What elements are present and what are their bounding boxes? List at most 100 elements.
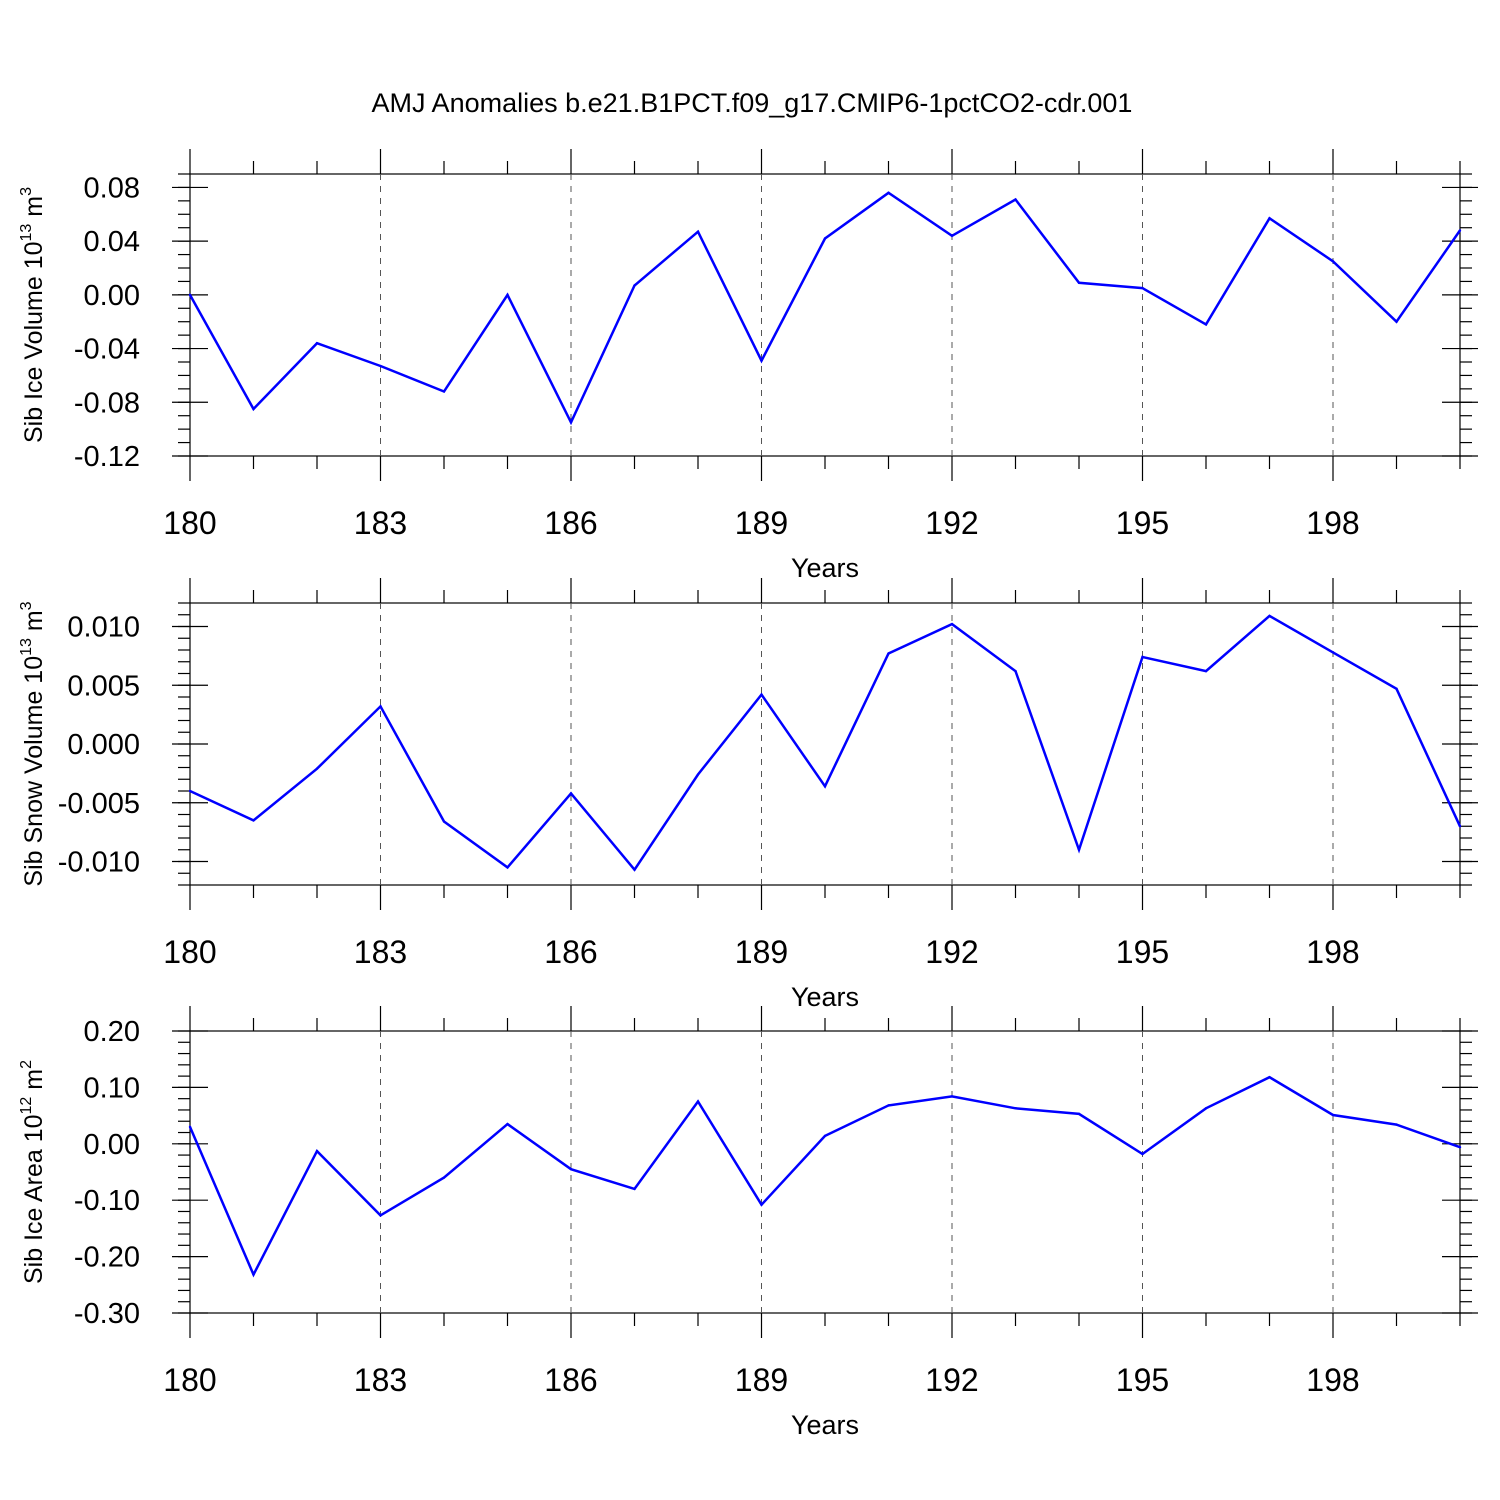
x-tick-label: 183 xyxy=(354,505,407,541)
x-tick-label: 180 xyxy=(163,505,216,541)
data-point xyxy=(887,652,890,655)
data-point xyxy=(823,785,827,788)
data-point xyxy=(252,1273,255,1276)
data-point xyxy=(887,1104,890,1107)
x-axis-label: Years xyxy=(791,982,859,1012)
x-tick-label: 186 xyxy=(544,505,597,541)
chart-title: AMJ Anomalies b.e21.B1PCT.f09_g17.CMIP6-… xyxy=(372,88,1133,118)
data-point xyxy=(379,705,382,708)
y-axis-label-text: m xyxy=(20,1069,48,1097)
x-tick-label: 192 xyxy=(925,1362,978,1398)
plot-frame xyxy=(189,1030,1461,1314)
data-point xyxy=(1141,1152,1144,1156)
data-point xyxy=(696,1100,700,1103)
data-point xyxy=(1458,1145,1462,1149)
data-point xyxy=(1268,1076,1271,1079)
data-point xyxy=(950,622,954,626)
x-tick-label: 183 xyxy=(354,1362,407,1398)
data-point xyxy=(315,767,319,770)
data-point xyxy=(1141,655,1144,659)
data-point xyxy=(379,1214,382,1217)
data-point xyxy=(633,868,636,871)
y-tick-label: 0.00 xyxy=(84,1129,140,1161)
x-tick-label: 198 xyxy=(1306,505,1359,541)
data-point xyxy=(1014,669,1017,673)
data-point xyxy=(442,390,446,393)
data-point xyxy=(1331,1113,1335,1117)
x-tick-label: 186 xyxy=(544,934,597,970)
data-point xyxy=(1204,1107,1208,1110)
y-tick-label: 0.08 xyxy=(84,172,140,204)
y-axis-label-text: Sib Snow Volume 10 xyxy=(20,656,48,887)
data-point xyxy=(506,293,509,297)
y-axis-label: Sib Ice Area 1012 m2 xyxy=(18,1060,48,1284)
data-point xyxy=(1204,323,1208,326)
data-point xyxy=(1395,320,1398,323)
data-point xyxy=(633,284,636,287)
data-point xyxy=(188,1125,192,1129)
data-point xyxy=(442,1176,446,1179)
data-point xyxy=(1204,669,1208,673)
data-point xyxy=(760,693,763,696)
y-tick-label: 0.20 xyxy=(84,1016,140,1048)
data-point xyxy=(1014,198,1017,201)
y-axis-label-text: Sib Ice Volume 10 xyxy=(20,241,48,443)
y-axis-label-text: m xyxy=(20,196,48,224)
data-point xyxy=(760,1203,763,1206)
data-point xyxy=(1331,651,1335,654)
data-point xyxy=(1077,848,1081,851)
plot-frame xyxy=(189,602,1461,886)
data-point xyxy=(188,293,192,297)
plot-frame xyxy=(189,173,1461,457)
x-tick-label: 189 xyxy=(735,505,788,541)
data-point xyxy=(1458,229,1462,232)
x-tick-label: 195 xyxy=(1116,1362,1169,1398)
data-point xyxy=(887,191,890,194)
x-tick-label: 189 xyxy=(735,934,788,970)
data-point xyxy=(950,234,954,237)
y-tick-label: -0.04 xyxy=(74,334,140,366)
data-point xyxy=(1268,614,1271,618)
data-point xyxy=(315,1149,319,1153)
x-tick-label: 180 xyxy=(163,934,216,970)
data-point xyxy=(188,789,192,793)
chart-panel-3: 180 183 186 189 192 195 198 -0.30 -0.20 -0.10 0.00… xyxy=(18,1006,1478,1440)
data-point xyxy=(950,1095,954,1098)
data-point xyxy=(1268,217,1271,220)
data-point xyxy=(315,342,319,345)
y-tick-label: -0.010 xyxy=(58,847,140,879)
chart-panel-1: 180 183 186 189 192 195 198 -0.12 -0.08 -0.04 0.00… xyxy=(18,149,1478,583)
y-axis-label-superscript: 13 xyxy=(18,638,35,656)
data-point xyxy=(1077,281,1081,284)
data-point xyxy=(823,237,827,240)
data-point xyxy=(1014,1107,1017,1110)
y-tick-label: -0.12 xyxy=(74,441,140,473)
y-tick-label: -0.005 xyxy=(58,788,140,820)
data-point xyxy=(569,421,573,424)
data-point xyxy=(506,1122,509,1126)
x-tick-label: 195 xyxy=(1116,934,1169,970)
x-axis-label: Years xyxy=(791,553,859,583)
y-axis-label-superscript: 2 xyxy=(18,1060,35,1069)
y-tick-label: -0.10 xyxy=(74,1185,140,1217)
data-point xyxy=(252,819,255,822)
y-axis-label-superscript: 13 xyxy=(18,224,35,242)
x-tick-label: 198 xyxy=(1306,934,1359,970)
data-point xyxy=(1077,1112,1081,1116)
data-point xyxy=(760,359,763,362)
x-tick-label: 186 xyxy=(544,1362,597,1398)
y-axis-label-text: m xyxy=(20,610,48,638)
x-tick-label: 192 xyxy=(925,505,978,541)
data-point xyxy=(252,407,255,411)
data-point xyxy=(379,364,382,368)
y-axis-label-text: Sib Ice Area 10 xyxy=(20,1114,48,1284)
y-tick-label: -0.20 xyxy=(74,1242,140,1274)
data-point xyxy=(823,1134,827,1138)
data-point xyxy=(569,1167,573,1171)
x-axis-label: Years xyxy=(791,1410,859,1440)
x-tick-label: 192 xyxy=(925,934,978,970)
x-tick-label: 183 xyxy=(354,934,407,970)
data-point xyxy=(1395,687,1398,690)
y-tick-label: 0.010 xyxy=(67,612,140,644)
